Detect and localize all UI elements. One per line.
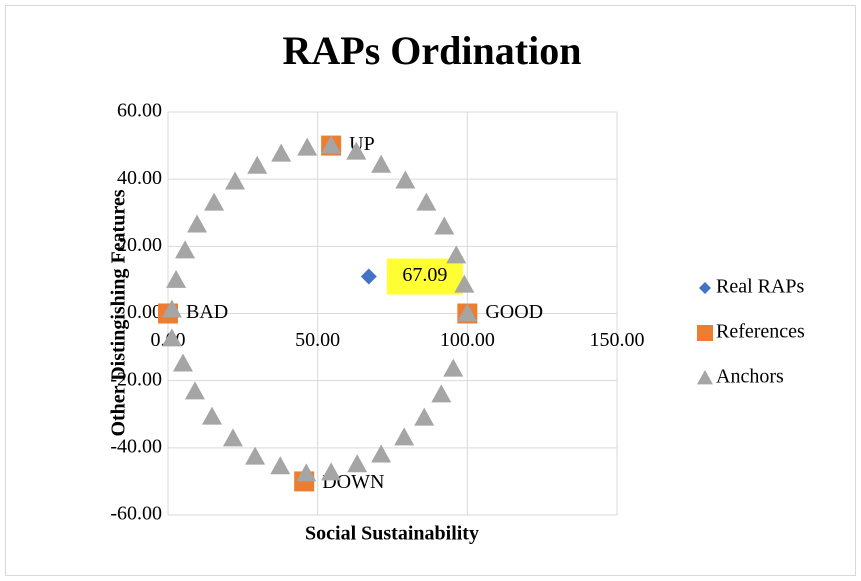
- point: [321, 462, 342, 481]
- legend-label: References: [716, 321, 805, 343]
- point: [321, 135, 342, 154]
- point: [161, 299, 182, 318]
- point: [247, 155, 268, 174]
- point: [416, 192, 437, 211]
- x-axis-title: Social Sustainability: [305, 523, 479, 545]
- point: [296, 463, 317, 482]
- y-tick-label: -40.00: [110, 435, 162, 457]
- point: [187, 214, 208, 233]
- point: [371, 154, 392, 173]
- point: [222, 428, 243, 447]
- legend-label: Anchors: [716, 366, 784, 388]
- point: [184, 381, 205, 400]
- point-label: BAD: [186, 301, 228, 323]
- point: [225, 171, 246, 190]
- legend-label: Real RAPs: [716, 276, 805, 298]
- point: [202, 406, 223, 425]
- legend-marker: [697, 325, 713, 341]
- y-tick-label: -60.00: [110, 503, 162, 525]
- data-label-box: [386, 258, 463, 295]
- point: [270, 456, 291, 475]
- point: [371, 444, 392, 463]
- point: [431, 384, 452, 403]
- point: [446, 245, 467, 264]
- point: [172, 353, 193, 372]
- point: [245, 446, 266, 465]
- point: [346, 141, 367, 160]
- point: [271, 143, 292, 162]
- legend-marker: [697, 370, 713, 385]
- x-tick-label: 50.00: [295, 329, 340, 351]
- point: [443, 358, 464, 377]
- point: [297, 137, 318, 156]
- point: [434, 216, 455, 235]
- point: [395, 170, 416, 189]
- point: [360, 268, 377, 285]
- data-label: 67.09: [402, 264, 447, 286]
- y-tick-label: 20.00: [117, 234, 162, 256]
- point: [414, 407, 435, 426]
- x-tick-label: 150.00: [590, 329, 645, 351]
- y-tick-label: -20.00: [110, 368, 162, 390]
- x-tick-label: 100.00: [440, 329, 495, 351]
- point: [394, 427, 415, 446]
- y-tick-label: 60.00: [117, 100, 162, 122]
- point-label: GOOD: [485, 301, 543, 323]
- y-tick-label: 0.00: [127, 301, 162, 323]
- point: [204, 192, 225, 211]
- point: [175, 240, 196, 259]
- point: [347, 454, 368, 473]
- legend-marker: [699, 282, 711, 294]
- point: [161, 328, 182, 347]
- y-axis-title: Other Distingishing Features: [108, 189, 130, 436]
- y-tick-label: 40.00: [117, 167, 162, 189]
- chart-title: RAPs Ordination: [283, 28, 582, 73]
- point: [454, 274, 475, 293]
- point: [166, 269, 187, 288]
- point: [457, 303, 478, 322]
